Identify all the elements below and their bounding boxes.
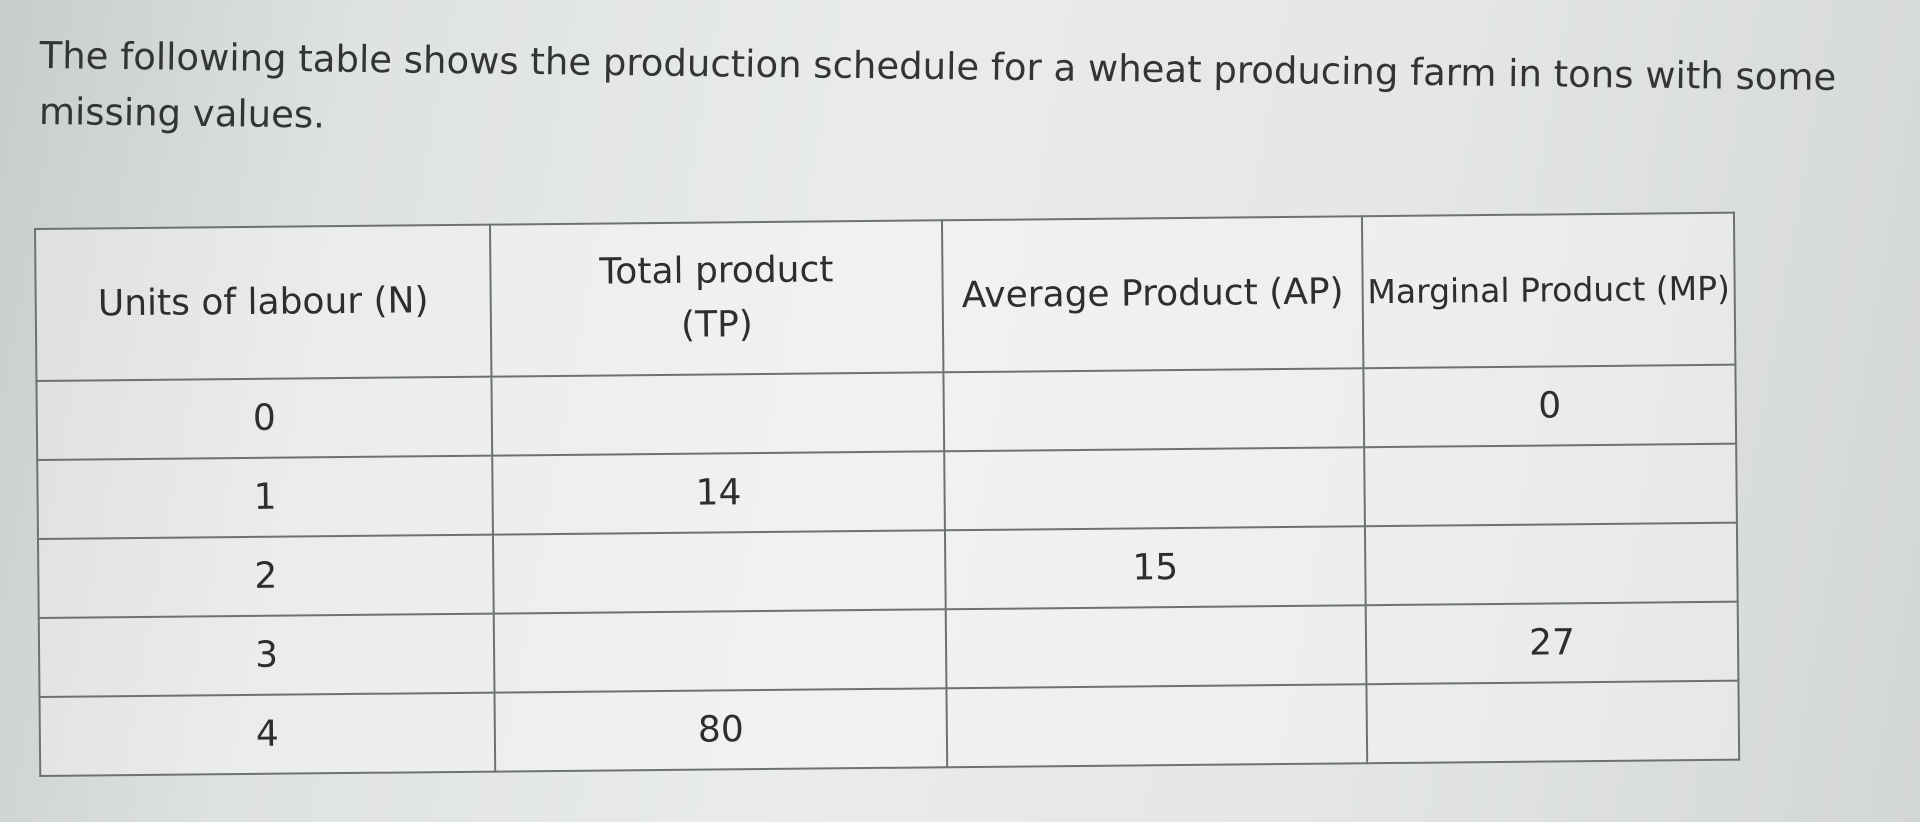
cell-labour: 0 xyxy=(36,376,493,460)
cell-tp xyxy=(492,530,946,614)
table-header-row: Units of labour (N) Total product (TP) A… xyxy=(35,212,1736,381)
header-marginal-product: Marginal Product (MP) xyxy=(1361,212,1736,369)
cell-labour: 1 xyxy=(37,455,493,539)
cell-mp xyxy=(1364,522,1738,606)
cell-ap: 15 xyxy=(944,526,1366,610)
header-average-product: Average Product (AP) xyxy=(941,216,1364,373)
cell-labour: 4 xyxy=(39,692,496,776)
cell-labour: 3 xyxy=(38,613,495,697)
cell-mp xyxy=(1364,443,1737,527)
cell-tp: 14 xyxy=(492,451,945,535)
cell-ap xyxy=(945,605,1367,689)
header-total-product: Total product (TP) xyxy=(489,220,944,377)
table-row: 4 80 xyxy=(39,680,1740,776)
cell-tp xyxy=(493,609,947,693)
production-schedule-table: Units of labour (N) Total product (TP) A… xyxy=(34,211,1741,777)
cell-ap xyxy=(943,368,1365,452)
cell-tp xyxy=(491,372,945,456)
header-total-product-line1: Total product xyxy=(599,249,834,293)
question-text: The following table shows the production… xyxy=(38,33,1837,137)
header-units-of-labour: Units of labour (N) xyxy=(35,224,492,381)
cell-mp xyxy=(1366,680,1740,764)
cell-ap xyxy=(944,447,1365,531)
cell-labour: 2 xyxy=(37,534,494,618)
header-total-product-line2: (TP) xyxy=(680,304,754,346)
cell-tp: 80 xyxy=(494,688,948,772)
cell-mp: 0 xyxy=(1363,364,1737,448)
cell-ap xyxy=(946,684,1368,768)
cell-mp: 27 xyxy=(1365,601,1739,685)
production-table-container: Units of labour (N) Total product (TP) A… xyxy=(34,211,1741,777)
